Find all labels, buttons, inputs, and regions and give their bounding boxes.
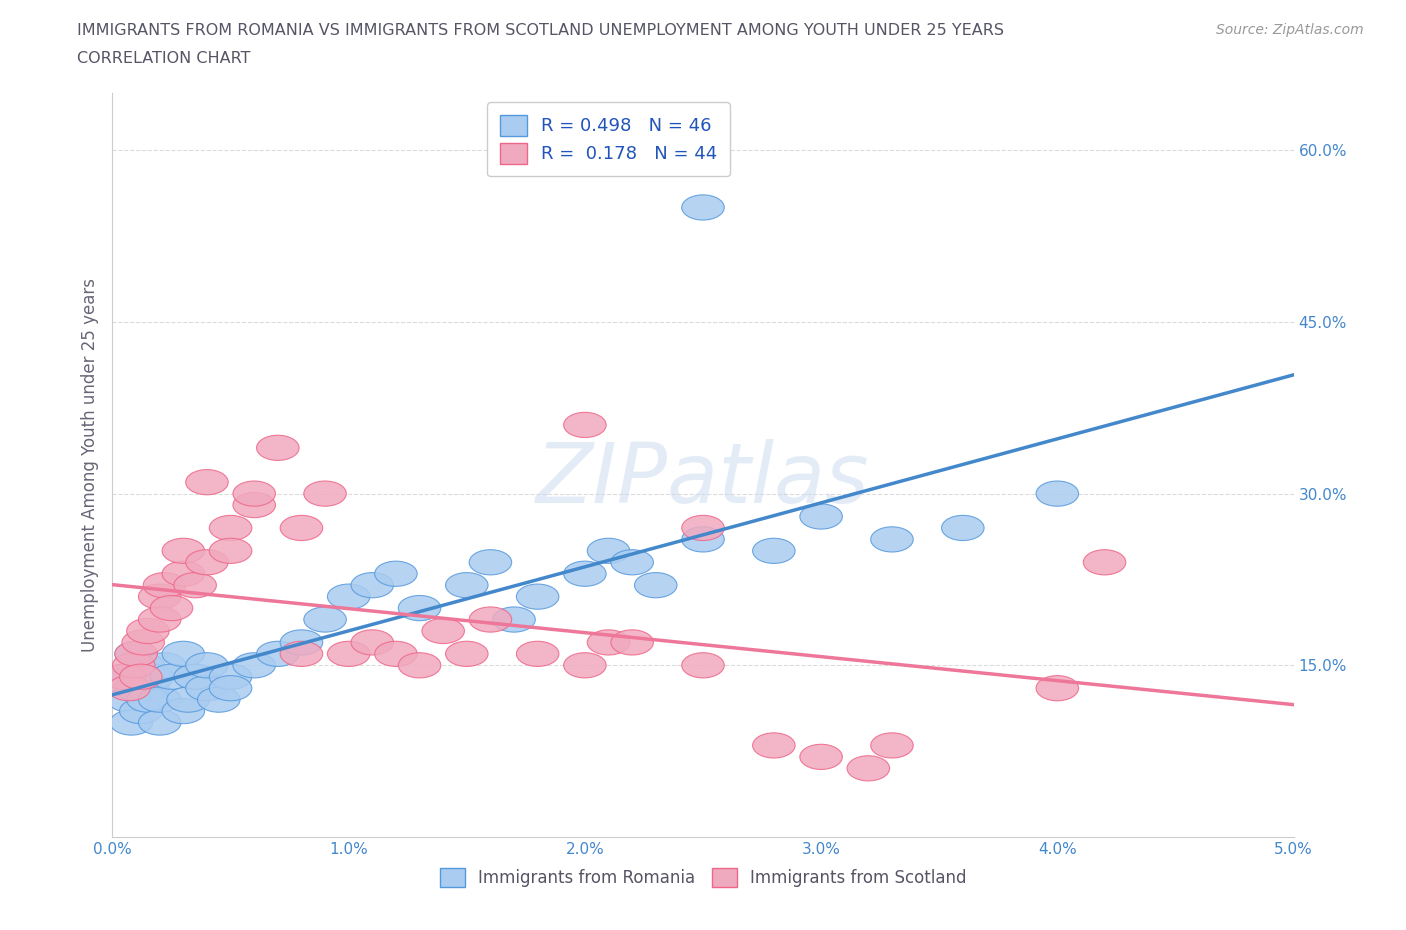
Ellipse shape bbox=[752, 538, 796, 564]
Ellipse shape bbox=[446, 573, 488, 598]
Ellipse shape bbox=[610, 550, 654, 575]
Ellipse shape bbox=[127, 687, 169, 712]
Ellipse shape bbox=[174, 664, 217, 689]
Ellipse shape bbox=[446, 642, 488, 667]
Ellipse shape bbox=[328, 584, 370, 609]
Ellipse shape bbox=[138, 607, 181, 632]
Ellipse shape bbox=[328, 642, 370, 667]
Ellipse shape bbox=[1036, 481, 1078, 506]
Ellipse shape bbox=[752, 733, 796, 758]
Y-axis label: Unemployment Among Youth under 25 years: Unemployment Among Youth under 25 years bbox=[80, 278, 98, 652]
Ellipse shape bbox=[131, 664, 174, 689]
Ellipse shape bbox=[374, 561, 418, 586]
Ellipse shape bbox=[127, 675, 169, 701]
Ellipse shape bbox=[564, 412, 606, 437]
Ellipse shape bbox=[186, 550, 228, 575]
Ellipse shape bbox=[870, 526, 914, 552]
Ellipse shape bbox=[304, 607, 346, 632]
Ellipse shape bbox=[138, 584, 181, 609]
Ellipse shape bbox=[588, 538, 630, 564]
Ellipse shape bbox=[150, 595, 193, 620]
Ellipse shape bbox=[1036, 675, 1078, 701]
Ellipse shape bbox=[516, 642, 560, 667]
Ellipse shape bbox=[942, 515, 984, 540]
Ellipse shape bbox=[209, 538, 252, 564]
Ellipse shape bbox=[186, 653, 228, 678]
Ellipse shape bbox=[122, 630, 165, 655]
Ellipse shape bbox=[374, 642, 418, 667]
Ellipse shape bbox=[280, 642, 323, 667]
Text: CORRELATION CHART: CORRELATION CHART bbox=[77, 51, 250, 66]
Ellipse shape bbox=[564, 561, 606, 586]
Ellipse shape bbox=[167, 687, 209, 712]
Ellipse shape bbox=[150, 664, 193, 689]
Ellipse shape bbox=[564, 653, 606, 678]
Ellipse shape bbox=[108, 675, 150, 701]
Ellipse shape bbox=[233, 493, 276, 518]
Ellipse shape bbox=[682, 526, 724, 552]
Ellipse shape bbox=[162, 642, 205, 667]
Ellipse shape bbox=[682, 195, 724, 220]
Ellipse shape bbox=[112, 653, 155, 678]
Ellipse shape bbox=[209, 515, 252, 540]
Ellipse shape bbox=[256, 642, 299, 667]
Ellipse shape bbox=[115, 642, 157, 667]
Ellipse shape bbox=[870, 733, 914, 758]
Text: IMMIGRANTS FROM ROMANIA VS IMMIGRANTS FROM SCOTLAND UNEMPLOYMENT AMONG YOUTH UND: IMMIGRANTS FROM ROMANIA VS IMMIGRANTS FR… bbox=[77, 23, 1004, 38]
Ellipse shape bbox=[800, 744, 842, 769]
Ellipse shape bbox=[398, 595, 441, 620]
Ellipse shape bbox=[492, 607, 536, 632]
Ellipse shape bbox=[846, 756, 890, 781]
Ellipse shape bbox=[103, 664, 146, 689]
Ellipse shape bbox=[209, 664, 252, 689]
Ellipse shape bbox=[186, 675, 228, 701]
Ellipse shape bbox=[186, 470, 228, 495]
Ellipse shape bbox=[422, 618, 464, 644]
Ellipse shape bbox=[634, 573, 678, 598]
Ellipse shape bbox=[127, 618, 169, 644]
Ellipse shape bbox=[162, 561, 205, 586]
Ellipse shape bbox=[233, 653, 276, 678]
Ellipse shape bbox=[610, 630, 654, 655]
Ellipse shape bbox=[143, 653, 186, 678]
Ellipse shape bbox=[256, 435, 299, 460]
Ellipse shape bbox=[470, 607, 512, 632]
Ellipse shape bbox=[398, 653, 441, 678]
Ellipse shape bbox=[115, 642, 157, 667]
Ellipse shape bbox=[682, 515, 724, 540]
Ellipse shape bbox=[138, 687, 181, 712]
Ellipse shape bbox=[304, 481, 346, 506]
Text: ZIPatlas: ZIPatlas bbox=[536, 439, 870, 521]
Ellipse shape bbox=[174, 573, 217, 598]
Ellipse shape bbox=[110, 710, 153, 735]
Ellipse shape bbox=[162, 698, 205, 724]
Ellipse shape bbox=[470, 550, 512, 575]
Ellipse shape bbox=[352, 630, 394, 655]
Ellipse shape bbox=[143, 573, 186, 598]
Ellipse shape bbox=[352, 573, 394, 598]
Ellipse shape bbox=[233, 481, 276, 506]
Ellipse shape bbox=[120, 698, 162, 724]
Ellipse shape bbox=[122, 653, 165, 678]
Ellipse shape bbox=[209, 675, 252, 701]
Ellipse shape bbox=[1083, 550, 1126, 575]
Ellipse shape bbox=[108, 687, 150, 712]
Ellipse shape bbox=[162, 538, 205, 564]
Ellipse shape bbox=[800, 504, 842, 529]
Legend: Immigrants from Romania, Immigrants from Scotland: Immigrants from Romania, Immigrants from… bbox=[432, 859, 974, 896]
Text: Source: ZipAtlas.com: Source: ZipAtlas.com bbox=[1216, 23, 1364, 37]
Ellipse shape bbox=[115, 675, 157, 701]
Ellipse shape bbox=[588, 630, 630, 655]
Ellipse shape bbox=[197, 687, 240, 712]
Ellipse shape bbox=[280, 630, 323, 655]
Ellipse shape bbox=[280, 515, 323, 540]
Ellipse shape bbox=[516, 584, 560, 609]
Ellipse shape bbox=[103, 664, 146, 689]
Ellipse shape bbox=[682, 653, 724, 678]
Ellipse shape bbox=[138, 710, 181, 735]
Ellipse shape bbox=[120, 664, 162, 689]
